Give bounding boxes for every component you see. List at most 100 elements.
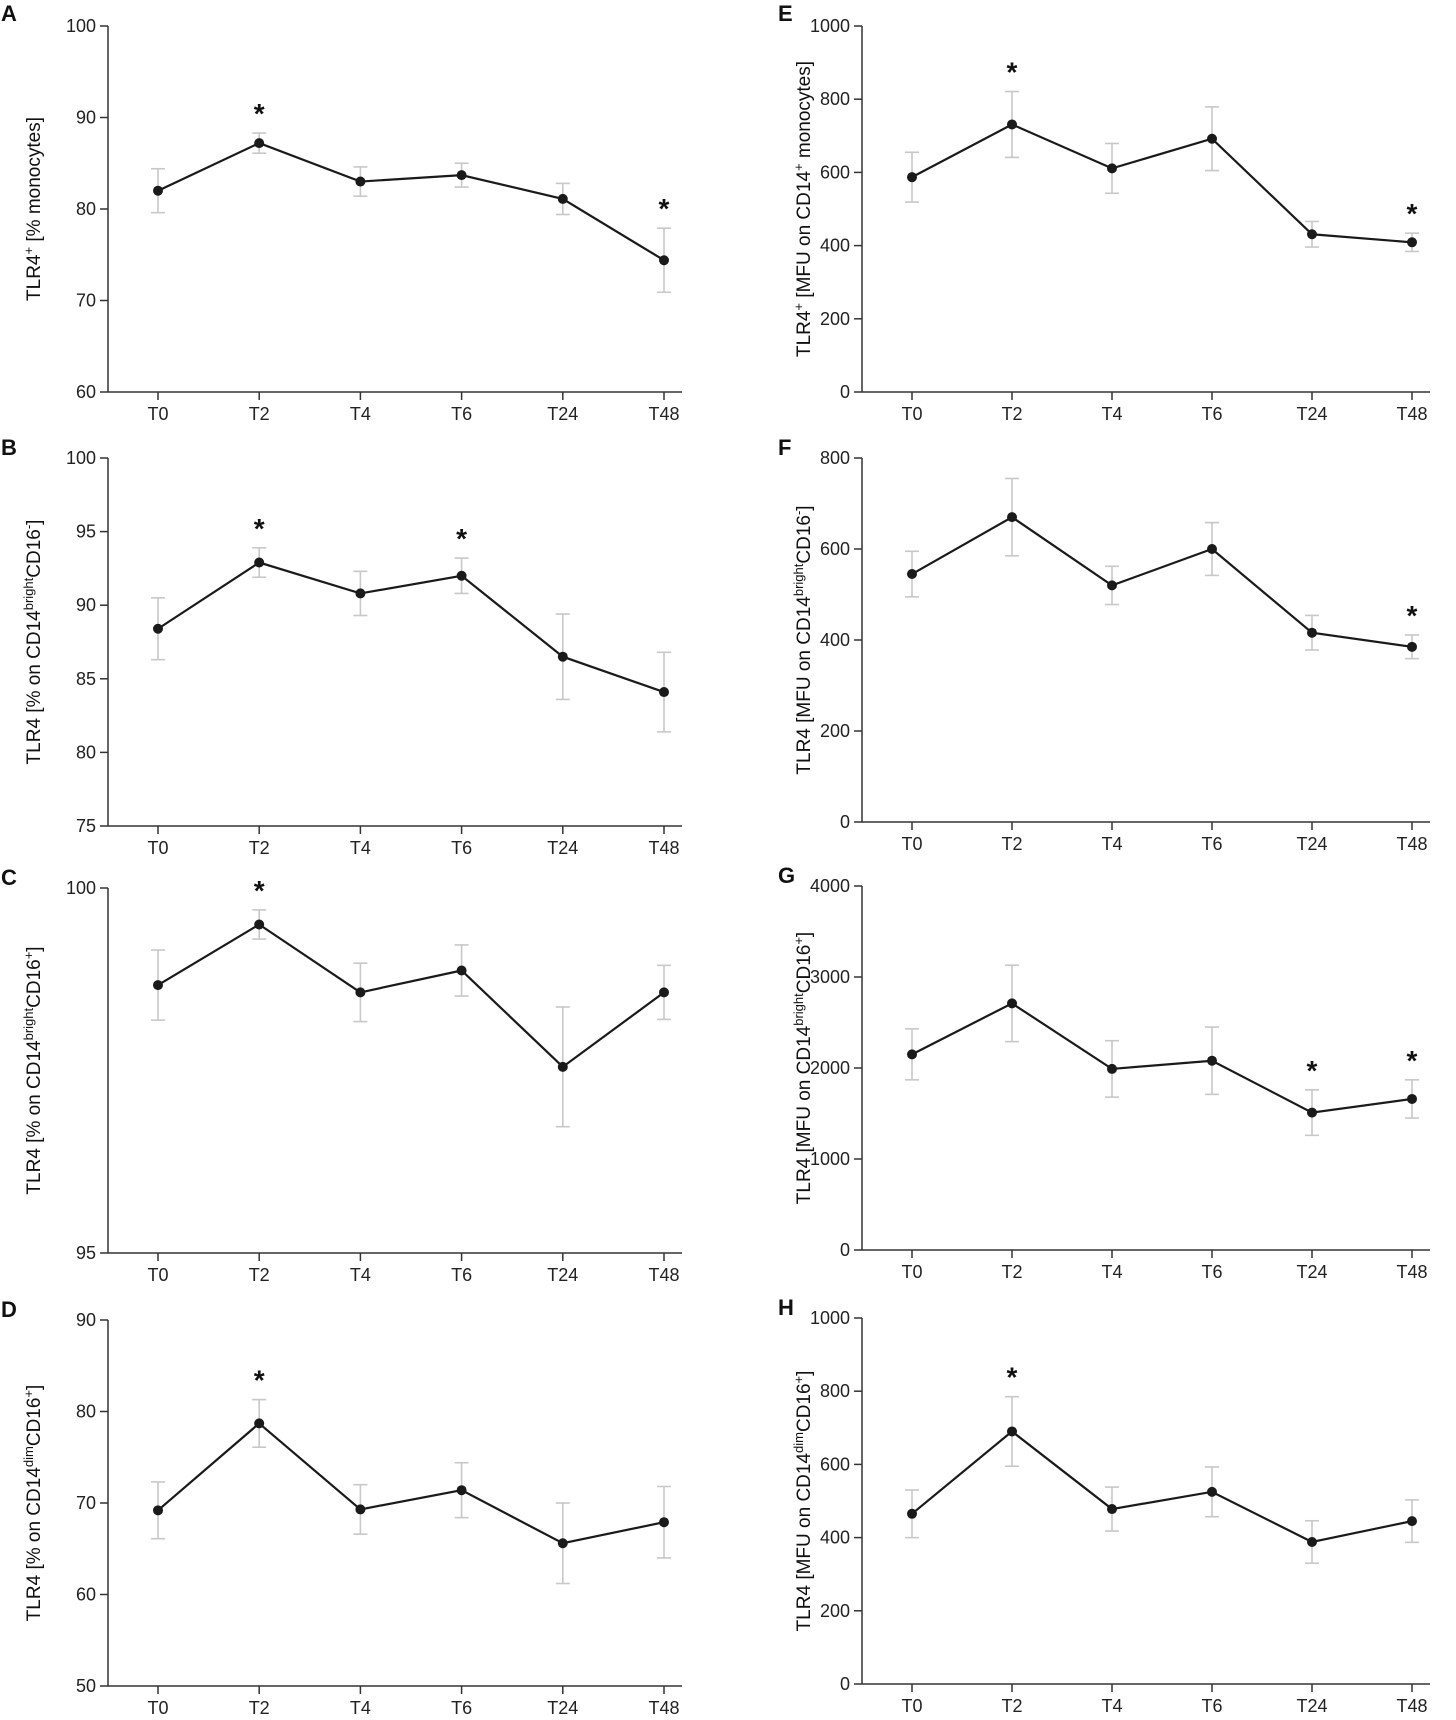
y-tick-label: 0 — [840, 812, 850, 832]
series-line — [911, 515, 1413, 648]
x-tick-label: T24 — [547, 1265, 578, 1285]
data-point — [659, 987, 669, 998]
y-tick-label: 1000 — [810, 16, 850, 36]
significance-star: * — [1307, 1055, 1318, 1086]
x-tick-label: T0 — [147, 838, 168, 858]
data-point — [1107, 580, 1117, 591]
y-tick-label: 600 — [820, 539, 850, 559]
series-line — [157, 561, 665, 694]
y-tick-label: 2000 — [810, 1058, 850, 1078]
x-tick-label: T4 — [350, 404, 371, 424]
panel-letter: F — [778, 435, 791, 460]
data-point — [1007, 1426, 1017, 1437]
x-tick-label: T2 — [1001, 1696, 1022, 1716]
data-point — [254, 1418, 265, 1429]
significance-star: * — [254, 1365, 265, 1396]
x-tick-label: T0 — [147, 404, 168, 424]
y-tick-label: 95 — [76, 522, 96, 542]
series-line — [911, 1002, 1413, 1114]
x-tick-label: T48 — [648, 838, 679, 858]
x-tick-label: T6 — [1201, 1262, 1222, 1282]
data-point — [1207, 133, 1217, 144]
data-point — [1307, 1107, 1317, 1118]
x-tick-label: T4 — [1101, 404, 1122, 424]
data-point — [557, 651, 568, 662]
x-tick-label: T0 — [901, 834, 922, 854]
y-tick-label: 800 — [820, 1381, 850, 1401]
data-point — [1007, 998, 1017, 1009]
y-tick-label: 600 — [820, 162, 850, 182]
x-tick-label: T2 — [249, 838, 270, 858]
panel-letter: G — [778, 863, 795, 888]
significance-star: * — [456, 523, 467, 554]
data-point — [1207, 544, 1217, 554]
panel-letter: A — [1, 1, 17, 26]
y-tick-label: 600 — [820, 1454, 850, 1474]
data-point — [1407, 641, 1417, 652]
y-axis-label: TLR4 [% on CD14dimCD16+] — [21, 1385, 45, 1622]
y-tick-label: 100 — [66, 448, 96, 468]
x-tick-label: T24 — [1296, 1696, 1327, 1716]
y-axis-label: TLR4 [MFU on CD14dimCD16+] — [791, 1371, 815, 1632]
x-tick-label: T4 — [1101, 1262, 1122, 1282]
y-axis-label: TLR4 [MFU on CD14brightCD16+] — [791, 932, 815, 1204]
data-point — [1407, 1516, 1417, 1527]
x-tick-label: T48 — [648, 1265, 679, 1285]
data-point — [659, 255, 669, 266]
data-point — [456, 170, 467, 181]
x-tick-label: T6 — [1201, 834, 1222, 854]
data-point — [1407, 237, 1417, 248]
y-tick-label: 90 — [76, 595, 96, 615]
x-tick-label: T0 — [901, 404, 922, 424]
data-point — [659, 1517, 669, 1528]
panel-c: C 95 100 T0 T2 T4 T6 T24 T48 TLR4 [% on CD14brigh… — [1, 865, 682, 1285]
data-point — [1207, 1486, 1217, 1497]
data-point — [1407, 1093, 1417, 1104]
panel-d: D 50 60 70 80 90 T0 T2 T4 T6 T24 T48 TLR4 [% on CD14… — [1, 1297, 682, 1718]
significance-star: * — [1407, 198, 1418, 229]
x-tick-label: T2 — [1001, 1262, 1022, 1282]
data-point — [355, 987, 366, 998]
y-tick-label: 200 — [820, 309, 850, 329]
panel-a: A 60 70 80 90 100 T0 T2 T4 T6 T24 T48 TLR4+ [% monoc… — [1, 1, 682, 424]
y-tick-label: 50 — [76, 1676, 96, 1696]
data-point — [456, 570, 467, 581]
y-tick-label: 0 — [840, 1240, 850, 1260]
y-tick-label: 400 — [820, 236, 850, 256]
y-tick-label: 70 — [76, 1493, 96, 1513]
x-tick-label: T48 — [1396, 1262, 1427, 1282]
y-tick-label: 75 — [76, 816, 96, 836]
data-point — [254, 557, 265, 568]
y-tick-label: 1000 — [810, 1308, 850, 1328]
data-point — [1107, 1063, 1117, 1074]
x-tick-label: T4 — [350, 1698, 371, 1718]
x-tick-label: T0 — [901, 1262, 922, 1282]
x-tick-label: T6 — [1201, 404, 1222, 424]
x-tick-label: T24 — [1296, 404, 1327, 424]
data-point — [355, 176, 366, 187]
y-tick-label: 400 — [820, 1528, 850, 1548]
y-tick-label: 0 — [840, 382, 850, 402]
y-axis-label: TLR4 [% on CD14brightCD16+] — [21, 946, 45, 1194]
data-point — [153, 980, 163, 991]
y-axis-label: TLR4 [% on CD14brightCD16-] — [21, 520, 45, 765]
x-tick-label: T6 — [1201, 1696, 1222, 1716]
panel-letter: H — [778, 1295, 794, 1320]
data-point — [659, 687, 669, 698]
data-point — [355, 588, 366, 599]
significance-star: * — [1007, 57, 1018, 88]
x-tick-label: T0 — [147, 1265, 168, 1285]
data-point — [254, 919, 265, 930]
x-tick-label: T0 — [901, 1696, 922, 1716]
data-point — [557, 1538, 568, 1549]
y-tick-label: 60 — [76, 1585, 96, 1605]
data-point — [153, 1505, 163, 1516]
x-tick-label: T2 — [249, 1698, 270, 1718]
x-tick-label: T24 — [547, 404, 578, 424]
panel-e: E 0 200 400 600 800 1000 T0 T2 T4 T6 T24 T48 TLR4+ [M… — [778, 1, 1430, 424]
y-axis-label: TLR4+ [% monocytes] — [21, 117, 45, 301]
x-tick-label: T6 — [451, 838, 472, 858]
panel-letter: C — [1, 865, 17, 890]
x-tick-label: T48 — [1396, 1696, 1427, 1716]
